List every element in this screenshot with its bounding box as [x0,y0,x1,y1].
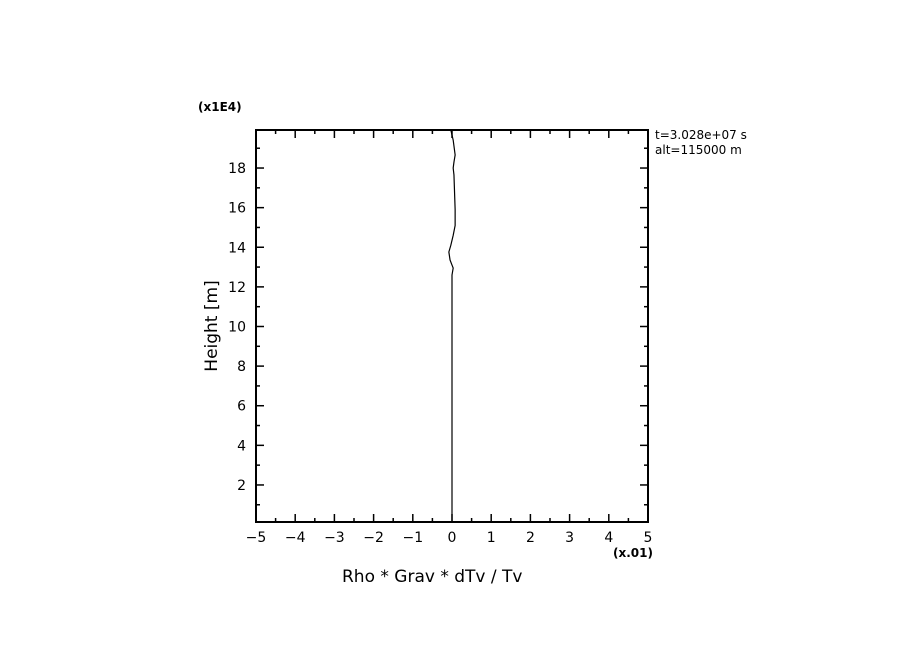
y-tick-label: 2 [237,478,246,494]
y-tick-label: 4 [237,438,246,454]
x-tick-label: 1 [487,530,496,546]
y-tick-label: 14 [228,240,246,256]
y-tick-label: 6 [237,399,246,415]
x-tick-label: 0 [448,530,457,546]
series-line-0 [448,129,456,522]
y-tick-label: 10 [228,319,246,335]
x-tick-label: 3 [565,530,574,546]
y-tick-label: 12 [228,280,246,296]
x-tick-label: −3 [324,530,345,546]
x-tick-label: −2 [363,530,384,546]
y-multiplier: (x1E4) [198,100,242,114]
x-tick-label: 2 [526,530,535,546]
x-tick-label: −5 [246,530,267,546]
y-tick-label: 18 [228,161,246,177]
annotation-time: t=3.028e+07 s [655,128,747,142]
y-tick-label: 16 [228,201,246,217]
x-tick-label: −1 [402,530,423,546]
x-multiplier: (x.01) [613,546,653,560]
x-tick-label: 4 [604,530,613,546]
x-tick-label: 5 [644,530,653,546]
x-tick-label: −4 [285,530,306,546]
annotation-altitude: alt=115000 m [655,143,742,157]
y-axis-label: Height [m] [202,280,222,372]
x-axis-label: Rho * Grav * dTv / Tv [342,567,523,587]
y-tick-label: 8 [237,359,246,375]
